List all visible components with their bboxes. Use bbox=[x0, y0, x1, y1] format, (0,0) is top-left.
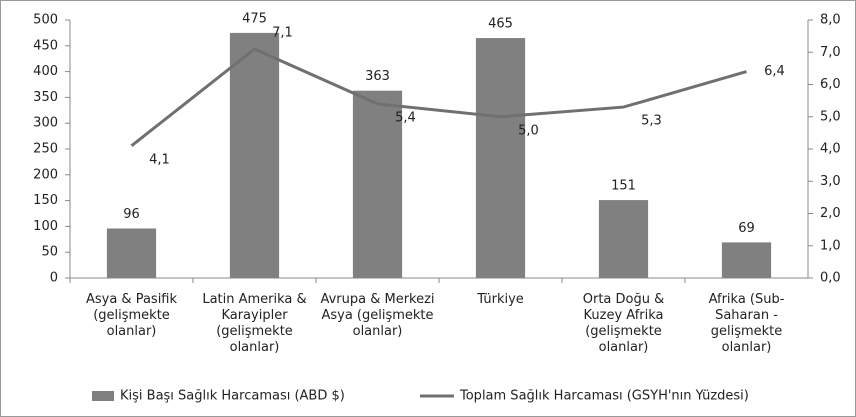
y2-tick-label: 4,0 bbox=[820, 142, 841, 157]
line-value-label: 6,4 bbox=[764, 64, 785, 79]
legend-label: Kişi Başı Sağlık Harcaması (ABD $) bbox=[120, 389, 345, 404]
y2-tick-label: 5,0 bbox=[820, 109, 841, 124]
line-value-label: 5,0 bbox=[518, 123, 539, 138]
y-tick-label: 350 bbox=[33, 90, 58, 105]
y-tick-label: 500 bbox=[33, 13, 58, 28]
y-tick-label: 450 bbox=[33, 38, 58, 53]
bar bbox=[229, 32, 280, 279]
y2-tick-label: 3,0 bbox=[820, 174, 841, 189]
y-tick-label: 50 bbox=[41, 245, 58, 260]
y-tick-label: 400 bbox=[33, 64, 58, 79]
y-tick-label: 0 bbox=[50, 271, 58, 286]
y2-tick-label: 6,0 bbox=[820, 77, 841, 92]
y-tick-label: 300 bbox=[33, 116, 58, 131]
bar-value-label: 475 bbox=[242, 11, 267, 26]
bar-value-label: 151 bbox=[611, 179, 636, 194]
bar bbox=[721, 242, 772, 278]
x-tick-label: Orta Doğu & Kuzey Afrika (gelişmekte ola… bbox=[582, 292, 665, 355]
bar bbox=[598, 200, 649, 278]
bar-value-label: 363 bbox=[365, 69, 390, 84]
x-tick-label: Türkiye bbox=[477, 292, 524, 307]
y2-tick-label: 2,0 bbox=[820, 206, 841, 221]
line-value-label: 4,1 bbox=[149, 152, 170, 167]
legend-label: Toplam Sağlık Harcaması (GSYH'nın Yüzdes… bbox=[459, 389, 749, 404]
bar-value-label: 96 bbox=[123, 207, 140, 222]
y2-tick-label: 0,0 bbox=[820, 271, 841, 286]
x-tick-label: Asya & Pasifik (gelişmekte olanlar) bbox=[85, 292, 178, 339]
y2-tick-label: 7,0 bbox=[820, 45, 841, 60]
legend-swatch bbox=[92, 391, 114, 401]
bar bbox=[475, 38, 526, 279]
y2-tick-label: 8,0 bbox=[820, 13, 841, 28]
y-tick-label: 200 bbox=[33, 167, 58, 182]
x-tick-label: Latin Amerika & Karayipler (gelişmekte o… bbox=[202, 292, 307, 355]
bar-value-label: 69 bbox=[738, 221, 755, 236]
line-value-label: 5,3 bbox=[641, 114, 662, 129]
line-value-label: 5,4 bbox=[395, 110, 416, 125]
bar-value-label: 465 bbox=[488, 17, 513, 32]
y-tick-label: 150 bbox=[33, 193, 58, 208]
x-tick-label: Afrika (Sub-Saharan - gelişmekte olanlar… bbox=[708, 292, 785, 355]
line-value-label: 7,1 bbox=[272, 26, 293, 41]
y2-tick-label: 1,0 bbox=[820, 238, 841, 253]
y-tick-label: 100 bbox=[33, 219, 58, 234]
x-tick-label: Avrupa & Merkezi Asya (gelişmekte olanla… bbox=[320, 292, 435, 339]
line bbox=[130, 47, 747, 147]
bar bbox=[106, 228, 157, 278]
y-tick-label: 250 bbox=[33, 142, 58, 157]
bar bbox=[352, 90, 403, 278]
